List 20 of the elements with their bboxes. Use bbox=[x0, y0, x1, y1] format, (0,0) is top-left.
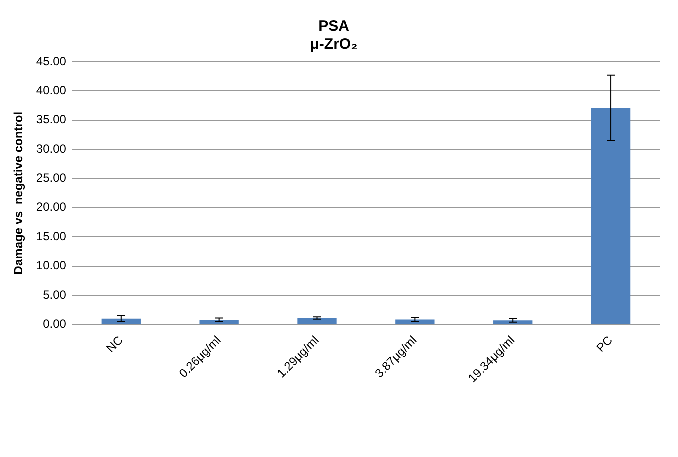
bar bbox=[591, 108, 631, 324]
y-tick-label: 15.00 bbox=[36, 229, 67, 244]
y-tick-label: 5.00 bbox=[43, 288, 67, 302]
bar bbox=[298, 318, 337, 324]
y-tick-label: 10.00 bbox=[36, 258, 67, 273]
y-tick-label: 35.00 bbox=[36, 112, 67, 127]
bar bbox=[396, 320, 435, 324]
y-tick-label: 25.00 bbox=[36, 171, 67, 186]
text: PSA bbox=[318, 18, 350, 36]
y-tick-label: 40.00 bbox=[36, 83, 67, 98]
bar bbox=[200, 320, 239, 324]
y-tick-label: 45.00 bbox=[36, 54, 67, 68]
y-tick-label: 30.00 bbox=[36, 142, 67, 156]
text: μ-ZrO₂ bbox=[310, 36, 358, 54]
y-axis-title: Damage vs negative control bbox=[12, 112, 26, 275]
x-tick-label: NC bbox=[104, 333, 126, 356]
y-tick-label: 0.00 bbox=[43, 316, 67, 331]
x-tick-label: PC bbox=[594, 333, 616, 356]
y-tick-label: 20.00 bbox=[36, 200, 67, 214]
bar bbox=[494, 320, 533, 324]
